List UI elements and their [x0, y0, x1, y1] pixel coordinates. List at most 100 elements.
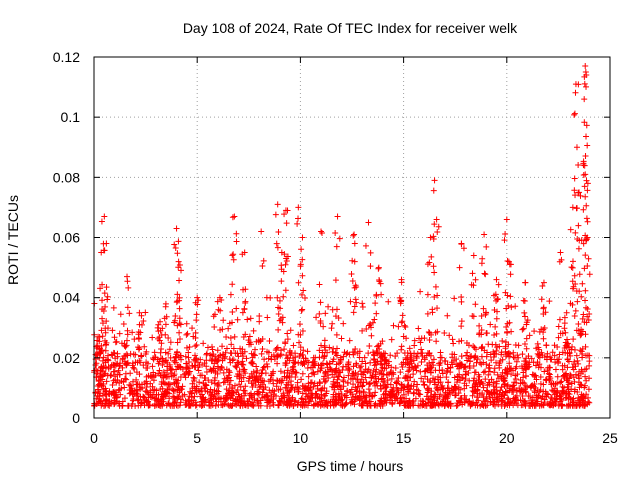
data-point: [174, 291, 181, 298]
data-point: [99, 315, 106, 322]
data-point: [275, 310, 282, 317]
data-point: [184, 330, 191, 337]
data-point: [406, 345, 413, 352]
data-point: [546, 371, 553, 378]
data-point: [219, 326, 226, 333]
data-point: [333, 331, 340, 338]
data-point: [574, 357, 581, 364]
data-point: [211, 323, 218, 330]
data-point: [164, 359, 171, 366]
data-point: [356, 354, 363, 361]
data-point: [155, 396, 162, 403]
data-point: [581, 265, 588, 272]
data-point: [351, 284, 358, 291]
data-point: [540, 388, 547, 395]
data-point: [93, 345, 100, 352]
data-point: [212, 369, 219, 376]
data-point: [197, 356, 204, 363]
data-point: [291, 398, 298, 405]
data-point: [192, 335, 199, 342]
data-point: [536, 402, 543, 409]
data-point: [458, 318, 465, 325]
data-point: [129, 397, 136, 404]
data-point: [412, 395, 419, 402]
data-point: [372, 373, 379, 380]
data-point: [351, 240, 358, 247]
data-point: [506, 360, 513, 367]
data-point: [227, 359, 234, 366]
data-point: [424, 376, 431, 383]
data-point: [494, 308, 501, 315]
data-point: [575, 327, 582, 334]
data-point: [575, 379, 582, 386]
data-point: [463, 382, 470, 389]
data-point: [501, 380, 508, 387]
data-point: [336, 360, 343, 367]
y-tick-label: 0.02: [53, 350, 80, 366]
data-point: [437, 391, 444, 398]
data-point: [308, 390, 315, 397]
data-point: [576, 401, 583, 408]
data-point: [377, 386, 384, 393]
data-point: [537, 374, 544, 381]
data-point: [112, 373, 119, 380]
data-point: [283, 381, 290, 388]
data-point: [491, 332, 498, 339]
data-point: [381, 365, 388, 372]
x-tick-label: 25: [602, 430, 618, 446]
data-point: [354, 350, 361, 357]
data-point: [506, 261, 513, 268]
data-point: [418, 375, 425, 382]
data-point: [316, 281, 323, 288]
data-point: [508, 304, 515, 311]
data-point: [427, 369, 434, 376]
data-point: [118, 340, 125, 347]
data-point: [269, 387, 276, 394]
data-point: [418, 350, 425, 357]
y-tick-label: 0.04: [53, 290, 80, 306]
data-point: [580, 240, 587, 247]
data-point: [98, 342, 105, 349]
data-point: [546, 401, 553, 408]
data-point: [149, 334, 156, 341]
data-point: [529, 382, 536, 389]
data-point: [469, 270, 476, 277]
data-point: [264, 314, 271, 321]
data-point: [544, 350, 551, 357]
data-point: [546, 364, 553, 371]
data-point: [398, 397, 405, 404]
data-point: [387, 381, 394, 388]
data-point: [171, 241, 178, 248]
data-point: [273, 240, 280, 247]
data-point: [395, 374, 402, 381]
peak-point: [431, 177, 438, 184]
data-point: [496, 362, 503, 369]
data-point: [320, 323, 327, 330]
data-point: [351, 349, 358, 356]
data-point: [259, 389, 266, 396]
data-point: [318, 387, 325, 394]
data-point: [102, 347, 109, 354]
data-point: [583, 391, 590, 398]
data-point: [432, 283, 439, 290]
data-point: [167, 381, 174, 388]
data-point: [176, 262, 183, 268]
data-point: [512, 303, 519, 310]
data-point: [410, 383, 417, 390]
data-point: [493, 384, 500, 391]
data-point: [316, 310, 323, 317]
data-point: [586, 358, 593, 365]
data-point: [294, 220, 301, 227]
data-point: [162, 321, 169, 328]
data-point: [439, 366, 446, 373]
data-point: [284, 330, 291, 337]
data-point: [337, 385, 344, 392]
data-point: [172, 398, 179, 405]
data-point: [580, 311, 587, 318]
data-point: [256, 373, 263, 380]
data-point: [109, 327, 116, 334]
data-point: [505, 341, 512, 348]
data-point: [555, 356, 562, 363]
data-point: [143, 397, 150, 404]
data-point: [454, 363, 461, 370]
